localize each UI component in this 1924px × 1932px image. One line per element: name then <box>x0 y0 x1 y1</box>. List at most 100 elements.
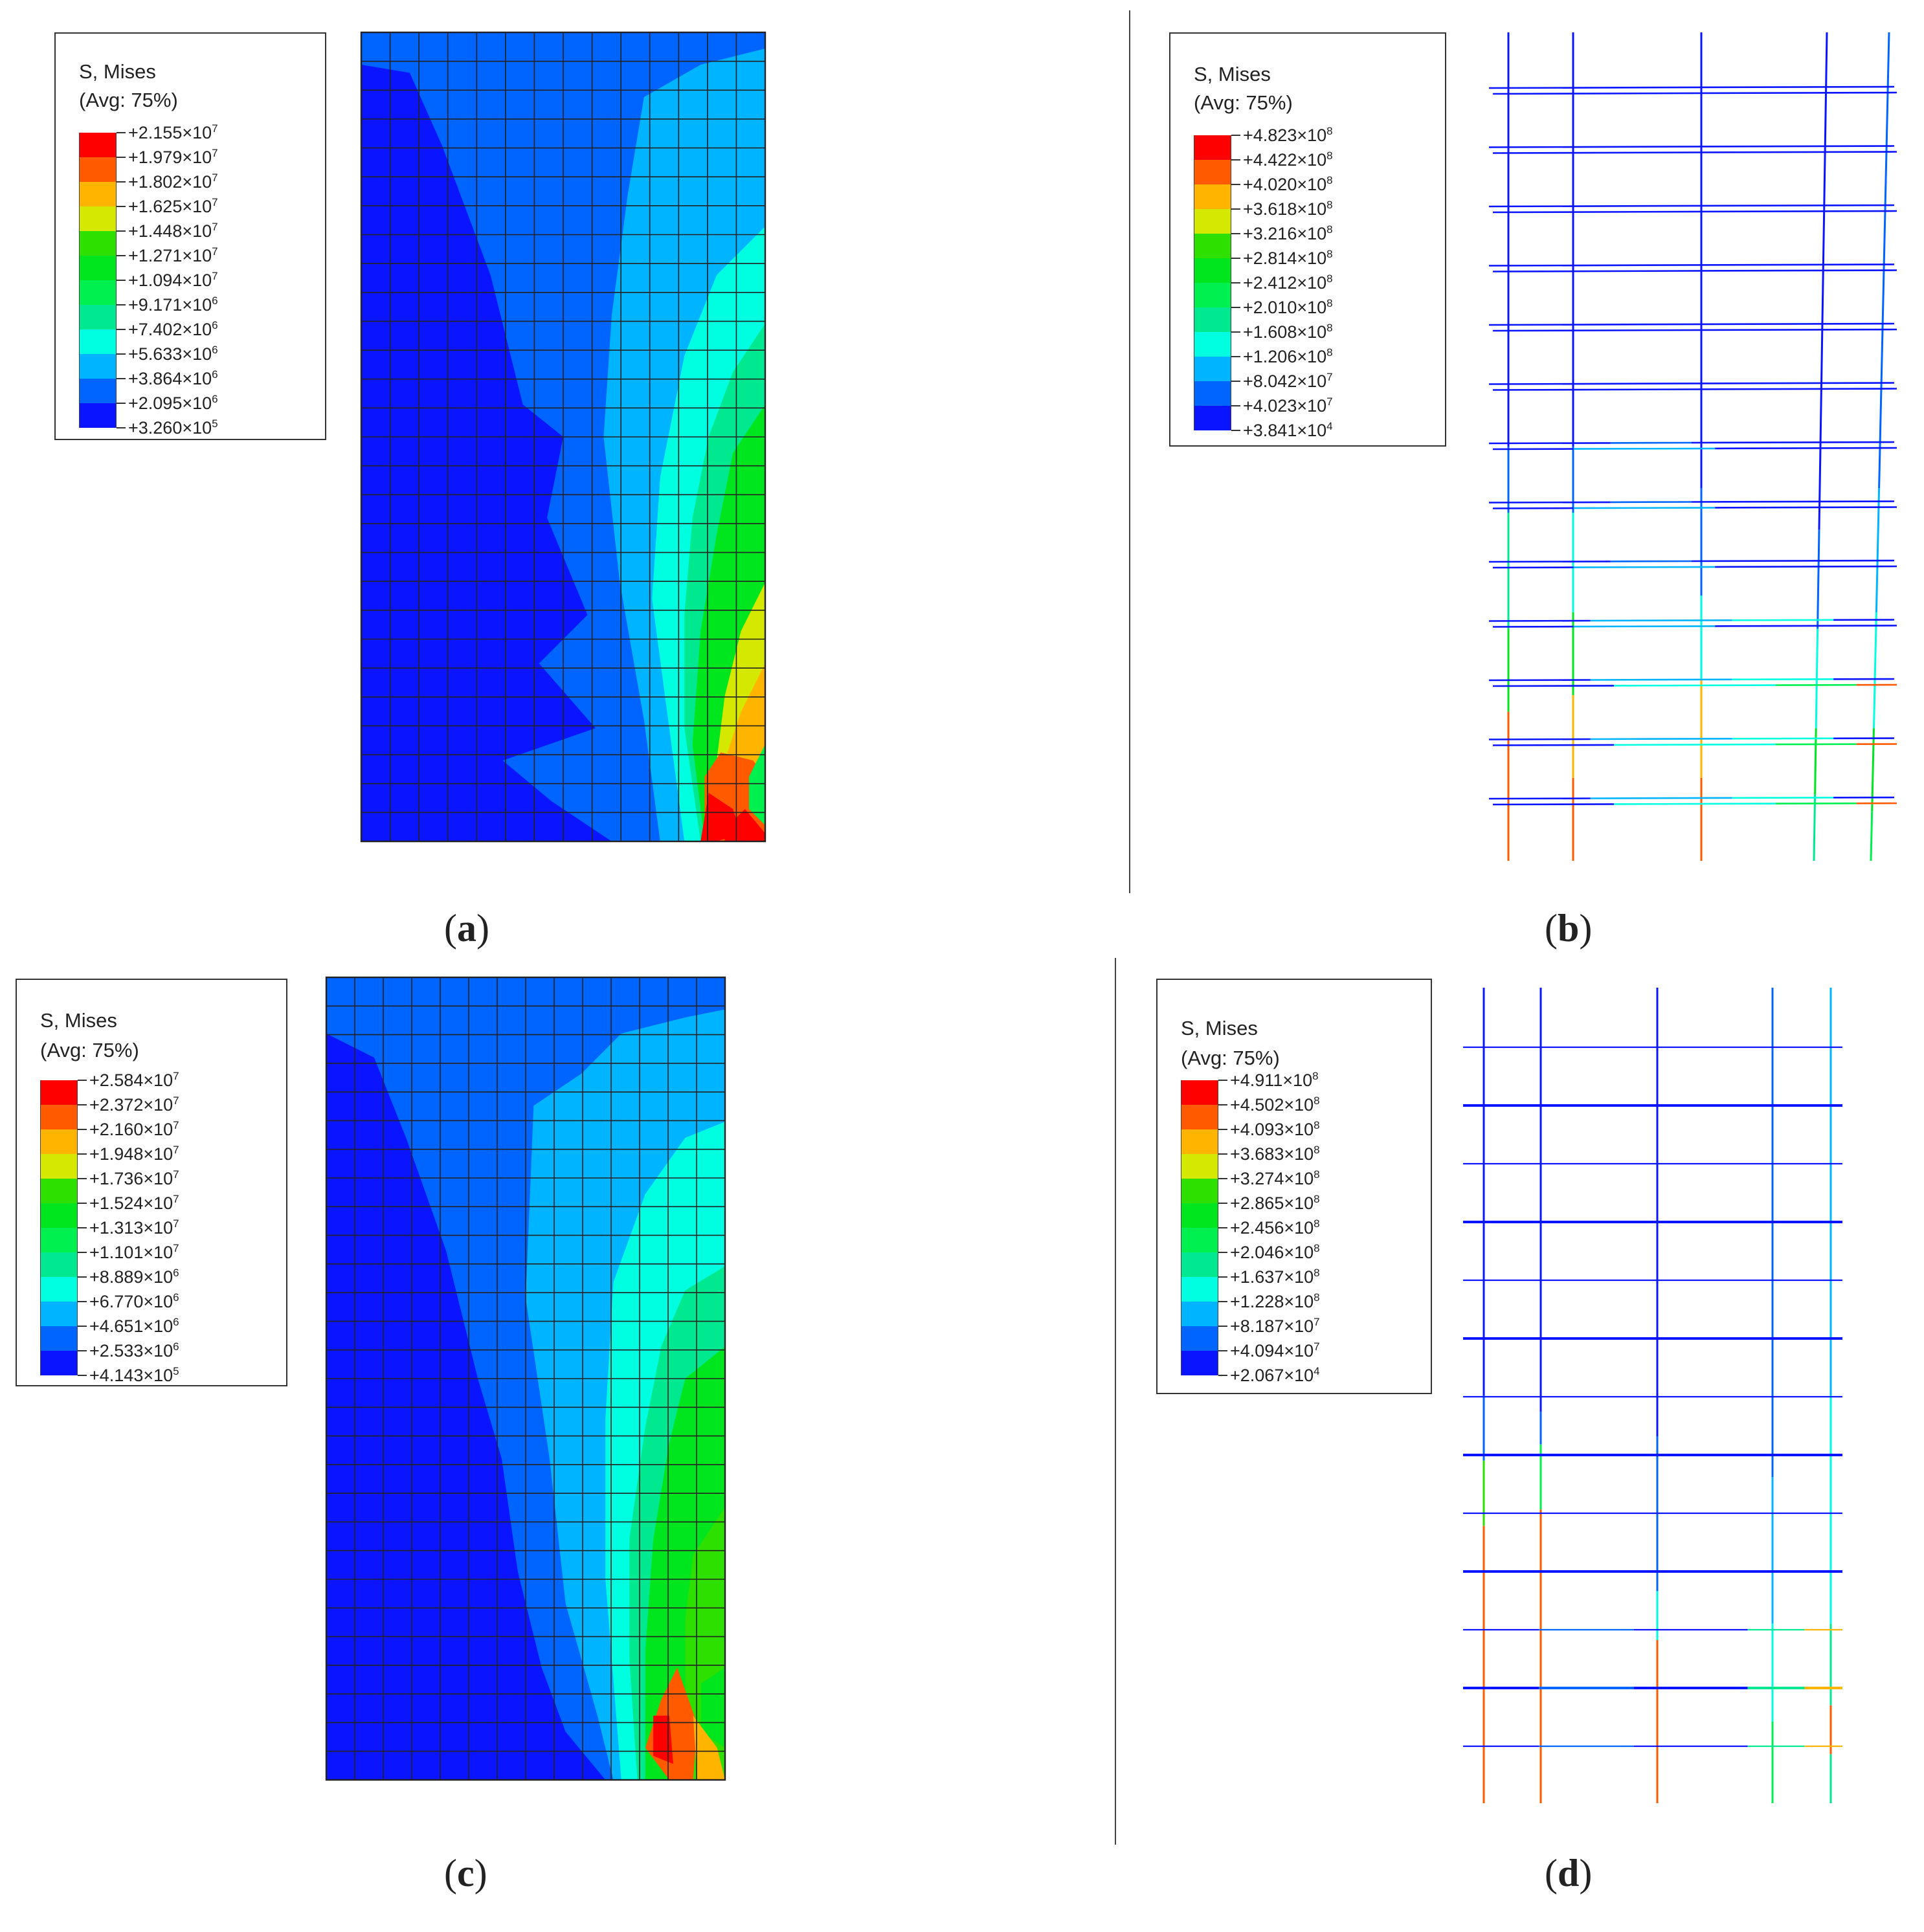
legend-value: +4.422×108 <box>1243 150 1333 170</box>
legend-swatch <box>40 1179 78 1203</box>
legend-tick <box>1231 430 1240 431</box>
legend-tick <box>1218 1326 1227 1327</box>
legend-value: +2.095×106 <box>128 393 218 413</box>
rebar-segment <box>1488 263 1895 267</box>
legend-tick <box>78 1375 87 1376</box>
legend-tick <box>78 1129 87 1130</box>
legend-value: +7.402×106 <box>128 319 218 339</box>
rebar-segment <box>1590 619 1732 622</box>
legend-value: +2.814×108 <box>1243 248 1333 268</box>
legend-entry: +6.770×106 <box>17 1292 286 1326</box>
rebar-segment <box>1732 797 1834 799</box>
rebar-segment <box>1492 388 1897 391</box>
legend-swatch <box>1194 332 1231 357</box>
legend-subtitle: (Avg: 75%) <box>40 1039 139 1061</box>
legend-swatch <box>79 354 117 379</box>
rebar-segment <box>1573 507 1716 509</box>
legend-value: +2.160×107 <box>89 1119 179 1139</box>
panel-label-c: (c) <box>444 1852 487 1894</box>
contour-band <box>724 809 765 841</box>
legend-swatch <box>1181 1129 1218 1154</box>
legend-tick <box>117 403 126 404</box>
legend-entry: +7.402×106 <box>56 320 325 354</box>
legend-tick <box>78 1178 87 1179</box>
rebar-segment <box>1873 612 1877 729</box>
legend-swatch <box>79 133 117 157</box>
legend-swatch <box>79 403 117 428</box>
legend-value: +4.093×108 <box>1230 1119 1320 1139</box>
legend-tick <box>117 255 126 256</box>
legend-value: +2.155×107 <box>128 122 218 142</box>
rebar-segment <box>1492 91 1897 95</box>
legend-tick <box>78 1301 87 1302</box>
legend-value: +4.143×105 <box>89 1365 179 1385</box>
rebar-stress-cage-b <box>1488 32 1897 861</box>
mesh-border <box>360 31 766 843</box>
legend-tick <box>117 280 126 281</box>
rebar-segment <box>1492 744 1615 746</box>
legend-entry: +8.889×106 <box>17 1267 286 1302</box>
rebar-segment <box>1875 487 1881 613</box>
rebar-segment <box>1492 210 1897 214</box>
legend-entry: +4.094×107 <box>1158 1341 1431 1375</box>
legend-value: +8.889×106 <box>89 1267 179 1287</box>
legend-swatch <box>1181 1252 1218 1277</box>
legend-value: +1.313×107 <box>89 1217 179 1238</box>
legend-value: +4.651×106 <box>89 1316 179 1336</box>
legend-tick <box>117 378 126 379</box>
legend-entry: +1.802×107 <box>56 172 325 206</box>
legend-tick <box>1231 258 1240 259</box>
legend-entry: +2.584×107 <box>17 1071 286 1105</box>
legend-swatch <box>1181 1302 1218 1326</box>
legend-swatch <box>79 379 117 403</box>
legend-entry: +1.313×107 <box>17 1218 286 1252</box>
legend-entry: +5.633×106 <box>56 344 325 379</box>
concrete-stress-contour-a <box>360 31 766 843</box>
legend-tick <box>1231 208 1240 210</box>
legend-tick <box>78 1104 87 1105</box>
legend-value: +1.448×107 <box>128 221 218 241</box>
legend-value: +3.274×108 <box>1230 1168 1320 1188</box>
legend-value: +3.216×108 <box>1243 223 1333 243</box>
legend-swatch <box>79 280 117 305</box>
contour-band <box>693 1715 725 1780</box>
legend-value: +2.584×107 <box>89 1070 179 1090</box>
rebar-segment <box>1488 145 1895 148</box>
rebar-segment <box>1691 441 1895 444</box>
legend-value: +1.979×107 <box>128 147 218 167</box>
legend-value: +1.101×107 <box>89 1242 179 1262</box>
rebar-segment <box>1488 738 1591 740</box>
legend-value: +8.187×107 <box>1230 1316 1320 1336</box>
legend-title: S, Mises <box>40 1009 117 1032</box>
legend-swatch <box>79 182 117 206</box>
legend-swatch <box>79 329 117 354</box>
legend-entry: +3.274×108 <box>1158 1169 1431 1203</box>
legend-c: S, Mises (Avg: 75%) +2.584×107 +2.372×107… <box>16 979 287 1386</box>
legend-value: +2.046×108 <box>1230 1242 1320 1262</box>
legend-tick <box>78 1276 87 1278</box>
rebar-segment <box>1878 32 1890 489</box>
rebar-segment <box>1715 565 1897 568</box>
legend-entry: +1.206×108 <box>1170 347 1445 381</box>
legend-tick <box>1218 1252 1227 1253</box>
legend-entry: +2.814×108 <box>1170 249 1445 283</box>
legend-value: +2.412×108 <box>1243 272 1333 293</box>
mesh-border <box>325 976 726 1781</box>
legend-swatch <box>79 256 117 280</box>
legend-tick <box>78 1080 87 1081</box>
legend-swatch <box>1181 1154 1218 1179</box>
vertical-divider-bottom <box>1115 958 1116 1845</box>
legend-entry: +8.187×107 <box>1158 1316 1431 1351</box>
legend-entry: +2.010×108 <box>1170 298 1445 332</box>
legend-value: +2.533×106 <box>89 1340 179 1360</box>
legend-tick <box>1218 1375 1227 1376</box>
legend-swatch <box>40 1252 78 1277</box>
legend-tick <box>78 1153 87 1155</box>
legend-entry: +3.216×108 <box>1170 224 1445 258</box>
legend-entry: +1.101×107 <box>17 1243 286 1277</box>
legend-tick <box>117 132 126 133</box>
legend-swatch <box>1194 234 1231 258</box>
legend-entry: +1.094×107 <box>56 271 325 305</box>
rebar-segment <box>1590 797 1732 799</box>
legend-entry: +2.160×107 <box>17 1120 286 1154</box>
